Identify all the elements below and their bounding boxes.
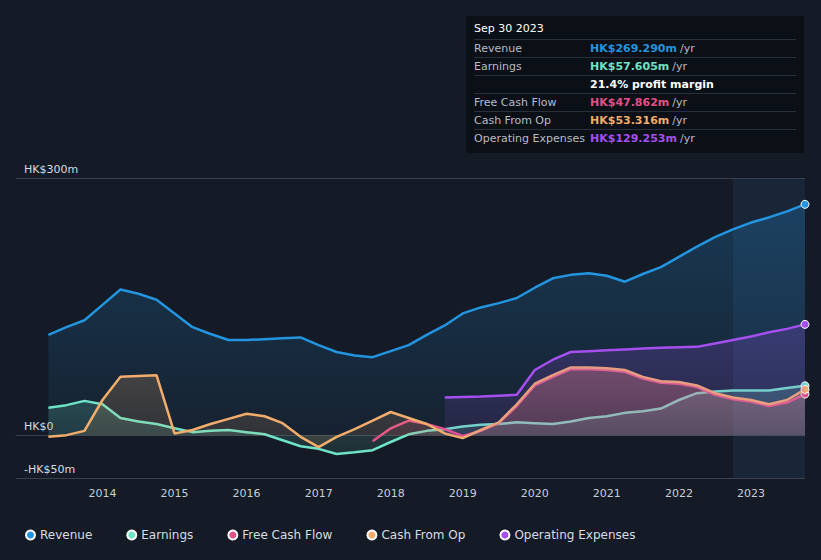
svg-text:-HK$50m: -HK$50m [24, 463, 75, 476]
svg-text:Cash From Op: Cash From Op [381, 528, 465, 542]
html-text:Sep 30 2023: Sep 30 2023 [474, 22, 544, 35]
html-text:HK$47.862m /yr: HK$47.862m /yr [590, 96, 687, 109]
svg-text:2019: 2019 [449, 487, 477, 500]
svg-text:2020: 2020 [521, 487, 549, 500]
html-text:Free Cash Flow: Free Cash Flow [474, 96, 557, 109]
html-text:HK$269.290m /yr: HK$269.290m /yr [590, 42, 695, 55]
html-text:HK$53.316m /yr: HK$53.316m /yr [590, 114, 687, 127]
html-text:Cash From Op: Cash From Op [474, 114, 551, 127]
svg-text:HK$300m: HK$300m [24, 163, 78, 176]
svg-text:2015: 2015 [161, 487, 189, 500]
svg-text:2021: 2021 [593, 487, 621, 500]
svg-text:2016: 2016 [233, 487, 261, 500]
html-text:HK$129.253m /yr: HK$129.253m /yr [590, 132, 695, 145]
svg-text:2018: 2018 [377, 487, 405, 500]
html-text:Revenue: Revenue [474, 42, 522, 55]
html-text:Operating Expenses: Operating Expenses [474, 132, 585, 145]
svg-text:2023: 2023 [737, 487, 765, 500]
svg-text:2017: 2017 [305, 487, 333, 500]
svg-text:Operating Expenses: Operating Expenses [514, 528, 635, 542]
svg-text:HK$0: HK$0 [24, 420, 54, 434]
html-text:21.4% profit margin: 21.4% profit margin [590, 78, 714, 91]
html-text:HK$57.605m /yr: HK$57.605m /yr [590, 60, 687, 73]
svg-text:Earnings: Earnings [141, 528, 193, 542]
svg-text:Revenue: Revenue [40, 528, 92, 542]
svg-text:2014: 2014 [88, 487, 116, 500]
svg-text:Free Cash Flow: Free Cash Flow [242, 528, 332, 542]
svg-text:2022: 2022 [665, 487, 693, 500]
html-text:Earnings: Earnings [474, 60, 522, 73]
